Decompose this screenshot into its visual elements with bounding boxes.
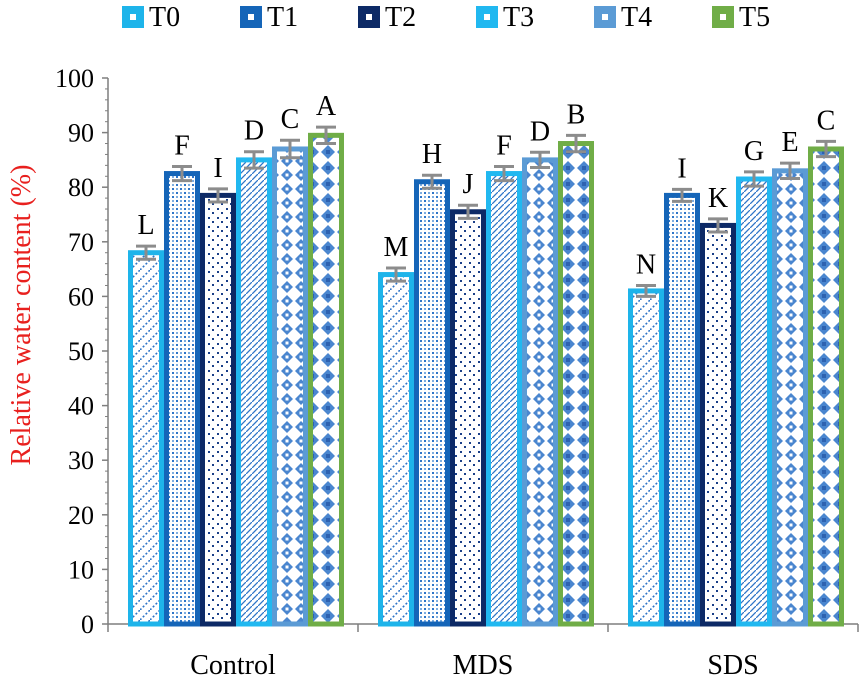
legend-item-t5: T5: [712, 2, 770, 33]
legend-swatch-mark: [130, 14, 136, 20]
y-tick-label: 60: [68, 282, 94, 311]
legend-label: T1: [267, 2, 298, 33]
significance-label: D: [244, 116, 264, 147]
significance-label: K: [708, 183, 728, 214]
significance-label: L: [137, 210, 154, 241]
significance-label: C: [817, 105, 836, 136]
significance-label: C: [281, 104, 300, 135]
legend-item-t0: T0: [122, 2, 180, 33]
significance-label: I: [213, 153, 222, 184]
significance-label: J: [463, 169, 474, 200]
y-axis-label: Relative water content (%): [6, 165, 37, 466]
y-tick-label: 20: [68, 501, 94, 530]
legend-item-t3: T3: [476, 2, 534, 33]
y-tick-label: 0: [81, 610, 94, 639]
y-tick-label: 70: [68, 228, 94, 257]
y-tick-label: 10: [68, 555, 94, 584]
legend-label: T5: [739, 2, 770, 33]
x-category-label: MDS: [453, 650, 514, 681]
x-category-label: Control: [190, 650, 276, 681]
legend-swatch-mark: [366, 14, 372, 20]
significance-label: F: [174, 130, 190, 161]
legend-label: T0: [149, 2, 180, 33]
bar-t4-mds: [522, 157, 558, 627]
bar-t4-control: [272, 146, 308, 627]
bar-t2-sds: [700, 222, 736, 627]
y-tick-label: 30: [68, 446, 94, 475]
legend-swatch-mark: [720, 14, 726, 20]
bar-t5-control: [308, 132, 344, 627]
significance-label: M: [384, 232, 409, 263]
bar-t0-sds: [628, 288, 664, 627]
significance-label: A: [316, 91, 337, 122]
bar-t2-mds: [450, 209, 486, 627]
bar-t4-sds: [772, 168, 808, 627]
legend-label: T4: [621, 2, 652, 33]
bar-t5-mds: [558, 141, 594, 627]
x-category-label: SDS: [707, 650, 758, 681]
significance-label: D: [530, 116, 550, 147]
legend-swatch-mark: [484, 14, 490, 20]
bar-t2-control: [200, 192, 236, 627]
y-tick-label: 100: [55, 64, 94, 93]
bar-t5-sds: [808, 146, 844, 627]
significance-label: B: [567, 99, 586, 130]
significance-label: F: [496, 130, 512, 161]
legend-item-t4: T4: [594, 2, 652, 33]
legend-label: T3: [503, 2, 534, 33]
legend-swatch-mark: [248, 14, 254, 20]
significance-label: I: [677, 153, 686, 184]
legend-item-t2: T2: [358, 2, 416, 33]
bar-t3-mds: [486, 171, 522, 627]
significance-label: E: [781, 127, 798, 158]
y-tick-label: 40: [68, 392, 94, 421]
bar-t1-mds: [414, 179, 450, 627]
significance-label: H: [422, 139, 442, 170]
significance-label: G: [744, 136, 764, 167]
bar-t0-mds: [378, 272, 414, 627]
legend-label: T2: [385, 2, 416, 33]
legend-swatch-mark: [602, 14, 608, 20]
legend-item-t1: T1: [240, 2, 298, 33]
bar-t3-control: [236, 157, 272, 627]
y-tick-label: 80: [68, 173, 94, 202]
bar-t1-sds: [664, 192, 700, 627]
y-tick-label: 50: [68, 337, 94, 366]
legend: T0 T1 T2 T3 T4 T5: [122, 2, 770, 33]
bar-t1-control: [164, 171, 200, 627]
y-tick-label: 90: [68, 119, 94, 148]
bar-t3-sds: [736, 176, 772, 627]
significance-label: N: [636, 249, 656, 280]
bar-t0-control: [128, 250, 164, 627]
